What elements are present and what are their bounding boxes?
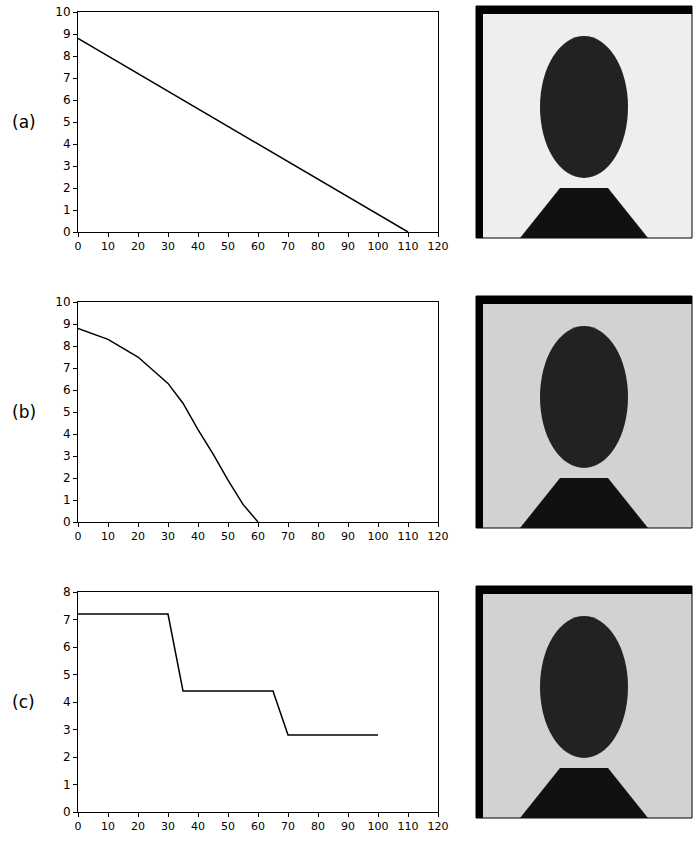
svg-text:10: 10 bbox=[101, 820, 115, 833]
svg-text:3: 3 bbox=[63, 723, 71, 737]
svg-text:7: 7 bbox=[63, 361, 71, 375]
svg-text:20: 20 bbox=[131, 820, 145, 833]
svg-text:0: 0 bbox=[75, 820, 82, 833]
svg-text:0: 0 bbox=[75, 530, 82, 543]
svg-text:20: 20 bbox=[131, 530, 145, 543]
svg-text:80: 80 bbox=[311, 820, 325, 833]
svg-text:9: 9 bbox=[63, 27, 71, 41]
svg-text:1: 1 bbox=[63, 493, 71, 507]
svg-text:120: 120 bbox=[428, 820, 449, 833]
svg-text:10: 10 bbox=[101, 530, 115, 543]
svg-text:80: 80 bbox=[311, 240, 325, 253]
svg-text:10: 10 bbox=[101, 240, 115, 253]
svg-text:5: 5 bbox=[63, 115, 71, 129]
svg-text:6: 6 bbox=[63, 93, 71, 107]
svg-text:(a): (a) bbox=[12, 112, 36, 132]
svg-text:110: 110 bbox=[398, 240, 419, 253]
svg-text:60: 60 bbox=[251, 240, 265, 253]
svg-text:1: 1 bbox=[63, 203, 71, 217]
svg-text:50: 50 bbox=[221, 820, 235, 833]
svg-text:8: 8 bbox=[63, 339, 71, 353]
svg-text:110: 110 bbox=[398, 530, 419, 543]
svg-text:0: 0 bbox=[63, 515, 71, 529]
svg-text:50: 50 bbox=[221, 530, 235, 543]
svg-text:3: 3 bbox=[63, 159, 71, 173]
svg-text:40: 40 bbox=[191, 240, 205, 253]
svg-text:70: 70 bbox=[281, 820, 295, 833]
svg-text:60: 60 bbox=[251, 820, 265, 833]
svg-text:100: 100 bbox=[368, 240, 389, 253]
svg-text:4: 4 bbox=[63, 427, 71, 441]
svg-text:2: 2 bbox=[63, 181, 71, 195]
svg-text:120: 120 bbox=[428, 530, 449, 543]
svg-text:0: 0 bbox=[75, 240, 82, 253]
svg-text:4: 4 bbox=[63, 137, 71, 151]
svg-text:5: 5 bbox=[63, 405, 71, 419]
svg-text:10: 10 bbox=[55, 5, 70, 19]
svg-text:4: 4 bbox=[63, 695, 71, 709]
svg-text:8: 8 bbox=[63, 49, 71, 63]
svg-text:7: 7 bbox=[63, 613, 71, 627]
svg-text:30: 30 bbox=[161, 820, 175, 833]
svg-text:1: 1 bbox=[63, 778, 71, 792]
svg-text:0: 0 bbox=[63, 805, 71, 819]
svg-text:8: 8 bbox=[63, 585, 71, 599]
svg-text:40: 40 bbox=[191, 820, 205, 833]
svg-text:100: 100 bbox=[368, 820, 389, 833]
svg-text:40: 40 bbox=[191, 530, 205, 543]
svg-text:90: 90 bbox=[341, 820, 355, 833]
svg-text:120: 120 bbox=[428, 240, 449, 253]
svg-text:80: 80 bbox=[311, 530, 325, 543]
svg-text:30: 30 bbox=[161, 530, 175, 543]
svg-text:70: 70 bbox=[281, 240, 295, 253]
svg-text:60: 60 bbox=[251, 530, 265, 543]
svg-text:5: 5 bbox=[63, 668, 71, 682]
svg-text:0: 0 bbox=[63, 225, 71, 239]
svg-text:(b): (b) bbox=[12, 402, 36, 422]
svg-text:70: 70 bbox=[281, 530, 295, 543]
svg-text:7: 7 bbox=[63, 71, 71, 85]
svg-text:2: 2 bbox=[63, 471, 71, 485]
svg-text:10: 10 bbox=[55, 295, 70, 309]
svg-text:20: 20 bbox=[131, 240, 145, 253]
svg-text:100: 100 bbox=[368, 530, 389, 543]
svg-text:9: 9 bbox=[63, 317, 71, 331]
svg-text:90: 90 bbox=[341, 530, 355, 543]
svg-text:3: 3 bbox=[63, 449, 71, 463]
svg-text:2: 2 bbox=[63, 750, 71, 764]
svg-text:6: 6 bbox=[63, 383, 71, 397]
svg-text:90: 90 bbox=[341, 240, 355, 253]
svg-text:50: 50 bbox=[221, 240, 235, 253]
svg-text:6: 6 bbox=[63, 640, 71, 654]
svg-text:110: 110 bbox=[398, 820, 419, 833]
svg-text:(c): (c) bbox=[12, 692, 35, 712]
svg-text:30: 30 bbox=[161, 240, 175, 253]
